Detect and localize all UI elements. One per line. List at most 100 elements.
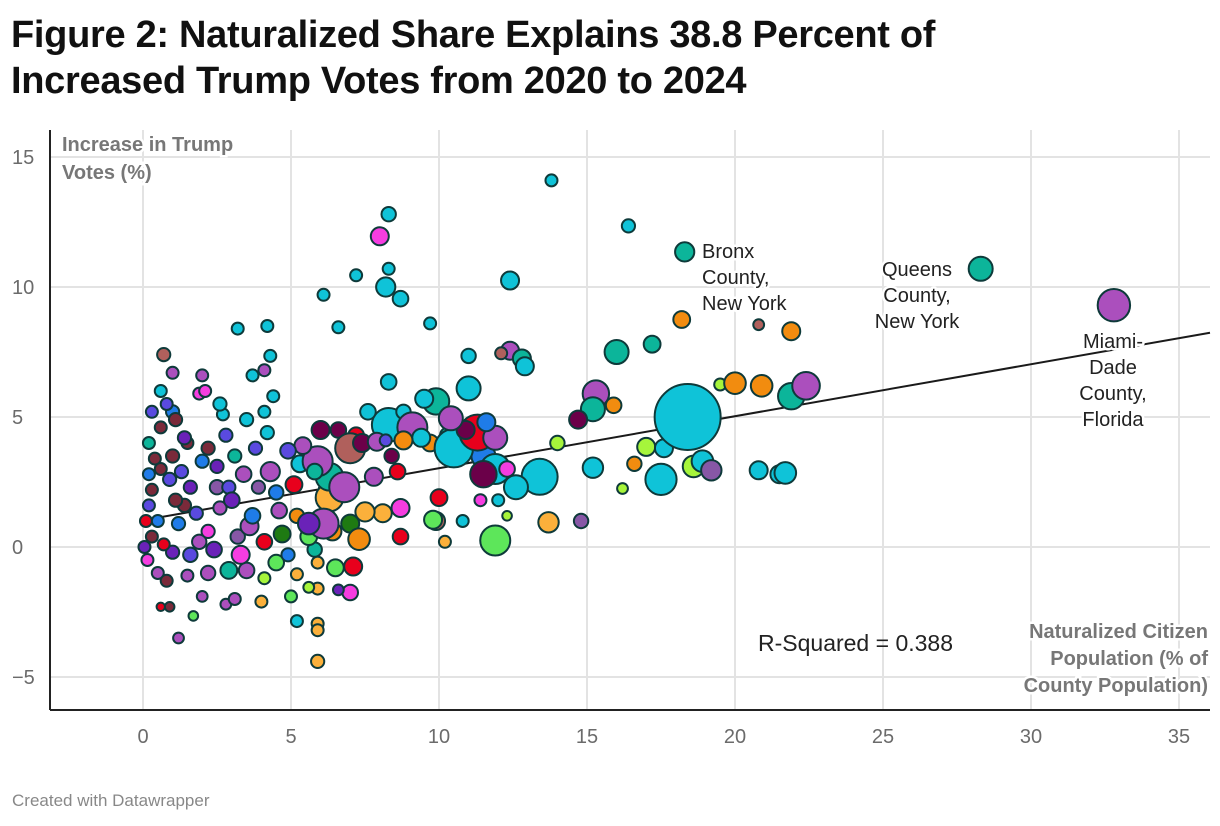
data-point bbox=[423, 509, 444, 530]
data-point bbox=[328, 471, 361, 504]
x-tick-label: 20 bbox=[724, 726, 746, 748]
data-point bbox=[455, 375, 482, 402]
data-point bbox=[205, 540, 223, 559]
data-point bbox=[180, 568, 195, 583]
data-point bbox=[263, 348, 278, 363]
data-point bbox=[255, 533, 274, 551]
data-point bbox=[604, 396, 623, 415]
data-point bbox=[250, 479, 267, 495]
data-point bbox=[153, 462, 168, 476]
data-point bbox=[182, 546, 199, 563]
data-point bbox=[284, 589, 298, 604]
y-axis-label-line: Votes (%) bbox=[62, 162, 152, 184]
x-axis-label-line: County Population) bbox=[1024, 675, 1208, 697]
data-point bbox=[549, 434, 566, 452]
data-point bbox=[195, 368, 210, 383]
data-point bbox=[644, 462, 678, 496]
data-point bbox=[500, 270, 521, 291]
annotation-label: Bronx County, New York bbox=[702, 241, 787, 315]
data-point bbox=[455, 514, 470, 528]
data-point bbox=[167, 492, 184, 508]
data-point bbox=[289, 567, 304, 582]
data-point bbox=[491, 493, 506, 508]
data-point bbox=[494, 346, 509, 361]
data-point bbox=[138, 514, 153, 528]
annotation-line: County, bbox=[883, 285, 950, 307]
data-point bbox=[187, 610, 200, 622]
data-points bbox=[137, 173, 1132, 670]
tick-labels: 15 10 5 0 −5 0 5 10 15 20 25 30 35 bbox=[12, 147, 1190, 748]
y-axis-label-line: Increase in Trump bbox=[62, 134, 233, 156]
regression-line-group: R-Squared = 0.388 bbox=[142, 331, 1211, 656]
data-point bbox=[212, 396, 228, 412]
data-point bbox=[700, 459, 723, 482]
data-point bbox=[326, 558, 345, 578]
y-tick-label: 10 bbox=[12, 277, 34, 299]
data-point bbox=[198, 384, 213, 398]
data-point bbox=[411, 427, 432, 448]
annotation-line: Queens bbox=[882, 259, 952, 281]
data-point bbox=[173, 464, 190, 480]
data-point bbox=[636, 436, 657, 457]
data-point bbox=[626, 455, 643, 472]
data-point bbox=[230, 321, 245, 336]
data-point bbox=[581, 456, 605, 479]
data-point bbox=[159, 573, 174, 588]
data-point bbox=[514, 356, 535, 377]
data-point bbox=[381, 261, 396, 276]
data-point bbox=[967, 255, 994, 282]
data-point bbox=[390, 498, 411, 518]
data-point bbox=[616, 482, 629, 495]
title-line-2: Increased Trump Votes from 2020 to 2024 bbox=[11, 60, 747, 102]
data-point bbox=[200, 440, 216, 456]
data-point bbox=[429, 488, 449, 508]
x-tick-label: 15 bbox=[576, 726, 598, 748]
data-point bbox=[243, 507, 262, 525]
data-point bbox=[257, 363, 272, 378]
y-tick-label: −5 bbox=[12, 667, 35, 689]
data-point bbox=[414, 388, 435, 409]
data-point bbox=[642, 334, 662, 354]
x-tick-label: 0 bbox=[137, 726, 148, 748]
data-point bbox=[257, 571, 272, 586]
data-point bbox=[479, 524, 512, 557]
x-tick-label: 10 bbox=[428, 726, 450, 748]
data-point bbox=[156, 537, 171, 552]
data-point bbox=[195, 590, 209, 603]
data-point bbox=[752, 318, 766, 332]
data-point bbox=[227, 448, 243, 464]
data-point bbox=[501, 510, 513, 522]
data-point bbox=[165, 544, 181, 560]
data-point bbox=[379, 373, 398, 391]
data-point bbox=[391, 289, 410, 308]
data-point bbox=[568, 409, 589, 430]
data-point bbox=[749, 374, 774, 398]
data-point bbox=[176, 430, 193, 446]
data-point bbox=[200, 523, 216, 540]
data-point bbox=[266, 389, 281, 404]
data-point bbox=[153, 384, 168, 398]
y-tick-label: 15 bbox=[12, 147, 34, 169]
data-point bbox=[156, 347, 172, 363]
data-point bbox=[572, 512, 590, 530]
y-tick-label: 0 bbox=[12, 537, 23, 559]
data-point bbox=[331, 583, 345, 597]
data-point bbox=[1096, 288, 1132, 323]
data-point bbox=[257, 404, 272, 419]
axis-labels: Increase in Trump Votes (%) Naturalized Ci… bbox=[60, 132, 1211, 700]
annotation-label: Queens County, New York bbox=[875, 259, 960, 333]
data-point bbox=[141, 436, 156, 450]
data-point bbox=[279, 442, 297, 460]
data-point bbox=[347, 527, 371, 552]
data-point bbox=[310, 653, 326, 670]
data-point bbox=[723, 371, 747, 396]
data-point bbox=[343, 556, 364, 577]
data-point bbox=[781, 321, 802, 342]
data-point bbox=[354, 501, 376, 523]
data-point bbox=[378, 433, 393, 448]
x-tick-label: 30 bbox=[1020, 726, 1042, 748]
data-point bbox=[653, 383, 722, 451]
annotations: Bronx County, New York Queens County, New Yor… bbox=[700, 239, 1150, 434]
data-point bbox=[223, 491, 241, 510]
data-point bbox=[218, 427, 234, 443]
